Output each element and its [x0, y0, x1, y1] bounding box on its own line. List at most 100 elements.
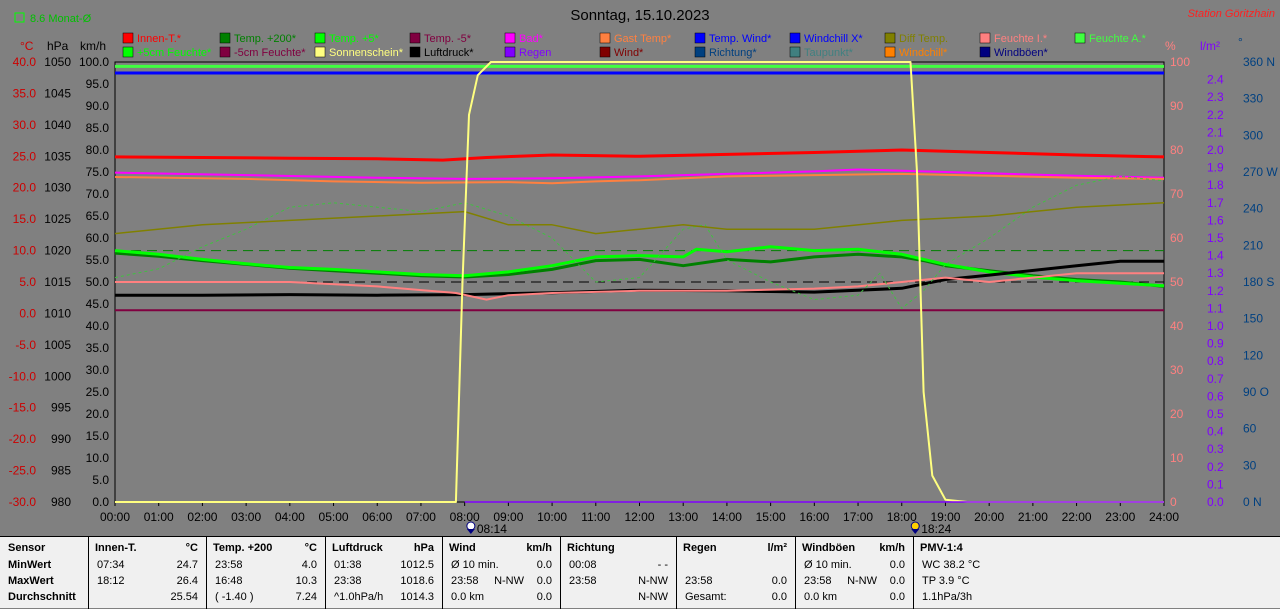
x-tick-label: 11:00: [581, 510, 610, 524]
tick-label-rain: 0.8: [1207, 354, 1224, 368]
tick-label-hpa: 990: [51, 432, 71, 446]
stat-value: N-NW: [638, 591, 668, 603]
legend-swatch: [979, 46, 991, 58]
tick-label-kmh: 90.0: [86, 99, 110, 113]
tick-label-kmh: 20.0: [86, 407, 110, 421]
tick-label-direction: 180 S: [1243, 275, 1274, 289]
tick-label-direction: 210: [1243, 238, 1263, 252]
tick-label-rain: 1.2: [1207, 284, 1224, 298]
tick-label-kmh: 60.0: [86, 231, 110, 245]
x-tick-label: 18:00: [887, 510, 917, 524]
x-tick-label: 04:00: [275, 510, 305, 524]
tick-label-rain: 2.3: [1207, 90, 1224, 104]
axis-unit-kmh: km/h: [80, 39, 106, 53]
tick-label-hpa: 1040: [44, 118, 71, 132]
series-line: [114, 175, 1165, 309]
sunrise-marker: 08:14: [466, 521, 507, 536]
tick-label-rain: 0.1: [1207, 477, 1224, 491]
x-tick-label: 08:00: [450, 510, 480, 524]
stat-group-title: Windböen: [802, 542, 856, 554]
tick-label-kmh: 95.0: [86, 77, 110, 91]
tick-label-rain: 1.9: [1207, 161, 1224, 175]
sunrise-icon: [466, 521, 476, 531]
stat-row-label: MinWert: [8, 559, 52, 571]
legend-swatch: [789, 32, 801, 44]
legend-label: Temp. +5*: [329, 33, 380, 45]
legend-swatch: [122, 32, 134, 44]
stat-time: 23:58: [215, 559, 243, 571]
series-line: [115, 272, 1164, 301]
tick-label-rain: 1.5: [1207, 231, 1224, 245]
stat-value: 25.54: [170, 591, 198, 603]
tick-label-celsius: 30.0: [13, 118, 37, 132]
series-line: [114, 245, 1165, 288]
legend-label: Diff Temp.: [899, 33, 948, 45]
tick-label-celsius: -30.0: [9, 495, 37, 509]
stat-time: TP 3.9 °C: [922, 575, 970, 587]
legend-label: Temp. +200*: [234, 33, 297, 45]
stat-time: 0.0 km: [804, 591, 838, 603]
tick-label-direction: 330: [1243, 92, 1263, 106]
tick-label-rain: 1.4: [1207, 249, 1224, 263]
sunset-marker: 18:24: [910, 521, 952, 536]
tick-label-hpa: 1020: [44, 244, 71, 258]
stats-group: Luftdruck hPa 01:38 1012.5 23:38 1018.6 ^1.0hP…: [325, 537, 442, 609]
legend-swatch: [314, 46, 326, 58]
tick-label-rain: 2.4: [1207, 73, 1224, 87]
axis-unit-percent: %: [1165, 39, 1176, 53]
stat-time: 18:12: [97, 575, 125, 587]
stat-time: 16:48: [215, 575, 243, 587]
tick-label-percent: 30: [1170, 363, 1184, 377]
stat-time: 01:38: [334, 559, 362, 571]
stat-value: 0.0: [889, 559, 905, 571]
x-tick-label: 00:00: [100, 510, 130, 524]
sunset-time: 18:24: [921, 522, 951, 536]
tick-label-percent: 10: [1170, 451, 1184, 465]
legend-swatch: [314, 32, 326, 44]
stat-value: 1012.5: [400, 559, 434, 571]
tick-label-rain: 1.8: [1207, 178, 1224, 192]
tick-label-celsius: 40.0: [13, 55, 37, 69]
tick-label-rain: 0.2: [1207, 460, 1224, 474]
x-tick-label: 14:00: [712, 510, 742, 524]
legend-swatch: [409, 46, 421, 58]
tick-label-kmh: 25.0: [86, 385, 110, 399]
tick-label-direction: 90 O: [1243, 385, 1269, 399]
x-tick-label: 23:00: [1105, 510, 1135, 524]
x-tick-label: 12:00: [624, 510, 654, 524]
legend-label: Luftdruck*: [424, 47, 474, 59]
legend-swatch: [599, 32, 611, 44]
stat-value: 0.0: [889, 575, 905, 587]
x-tick-label: 20:00: [974, 510, 1004, 524]
axis-unit-rain: l/m²: [1200, 39, 1220, 53]
legend-swatch: [409, 32, 421, 44]
x-tick-label: 07:00: [406, 510, 436, 524]
tick-label-direction: 360 N: [1243, 55, 1275, 69]
tick-label-kmh: 100.0: [79, 55, 109, 69]
tick-label-kmh: 10.0: [86, 451, 110, 465]
stat-value: 26.4: [176, 575, 198, 587]
tick-label-rain: 0.4: [1207, 425, 1224, 439]
stat-value: 10.3: [295, 575, 317, 587]
tick-label-direction: 150: [1243, 312, 1263, 326]
legend-swatch: [1074, 32, 1086, 44]
legend-swatch: [504, 46, 516, 58]
tick-label-celsius: 20.0: [13, 181, 37, 195]
stats-group: Regen l/m² 23:58 0.0 Gesamt: 0.0: [676, 537, 795, 609]
tick-label-hpa: 1050: [44, 55, 71, 69]
tick-label-rain: 1.0: [1207, 319, 1224, 333]
stats-group: Temp. +200 °C 23:58 4.0 16:48 10.3 ( -1.40 ) 7.…: [206, 537, 325, 609]
tick-label-rain: 2.2: [1207, 108, 1224, 122]
stat-value: 0.0: [536, 591, 552, 603]
legend-swatch: [599, 46, 611, 58]
stat-value: 4.0: [301, 559, 317, 571]
series-line: [114, 202, 1165, 235]
legend-label: Innen-T.*: [137, 33, 182, 45]
stat-time: ^1.0hPa/h: [334, 591, 384, 603]
stat-value: 0.0: [536, 575, 552, 587]
tick-label-direction: 270 W: [1243, 165, 1278, 179]
stats-group: Wind km/h Ø 10 min. 0.0 23:58 N-NW 0.0 0.0 km 0.…: [442, 537, 560, 609]
x-tick-label: 10:00: [537, 510, 567, 524]
stat-group-title: Wind: [449, 542, 476, 554]
legend-label: Taupunkt*: [804, 47, 854, 59]
